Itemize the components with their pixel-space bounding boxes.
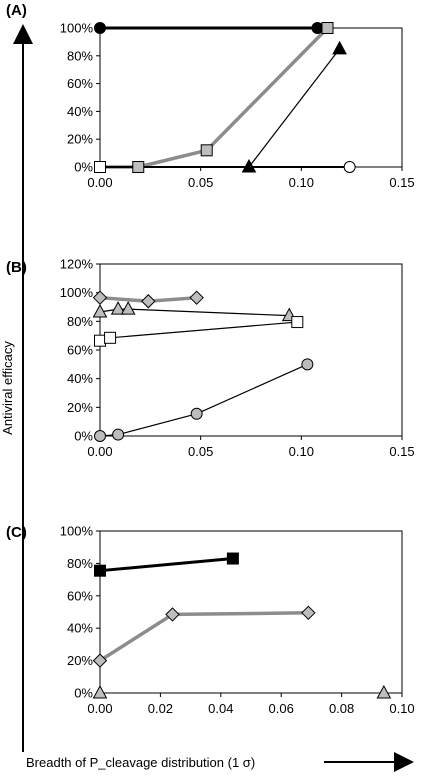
data-point-b-2: [92, 303, 108, 318]
y-tick-label: 100%: [60, 285, 94, 300]
x-tick-label: 0.10: [289, 175, 314, 190]
x-tick-label: 0.04: [208, 701, 233, 716]
y-tick-label: 40%: [67, 104, 93, 119]
data-point-c-1: [94, 564, 106, 577]
series-line-c-2: [99, 611, 309, 663]
data-point-b-3: [94, 334, 106, 347]
data-point-a-1: [94, 22, 106, 34]
plot-frame-a: [99, 27, 403, 168]
data-point-c-3: [376, 684, 392, 699]
y-tick-label: 40%: [67, 621, 93, 636]
x-tick-label: 0.05: [188, 175, 213, 190]
x-tick-label: 0.00: [87, 444, 112, 459]
data-point-b-3: [291, 316, 304, 329]
y-tick-label: 0%: [74, 429, 93, 444]
data-point-b-4: [190, 407, 203, 420]
y-tick-label: 80%: [67, 48, 93, 63]
x-tick-label: 0.06: [269, 701, 294, 716]
y-tick-label: 20%: [67, 400, 93, 415]
shared-x-label: Breadth of P_cleavage distribution (1 σ): [26, 755, 255, 770]
y-tick-label: 0%: [74, 686, 93, 701]
series-line-b-3: [99, 321, 298, 342]
data-point-a-4: [343, 161, 356, 173]
data-point-a-5: [94, 161, 106, 173]
data-point-a-2: [132, 161, 145, 173]
panel-c: (C) 0% 20% 40% 60% 80% 100% 0.00 0.02 0.04 0.06 0.0…: [6, 524, 415, 717]
x-tick-label: 0.10: [289, 444, 314, 459]
series-line-b-2: [99, 308, 290, 317]
data-point-c-1: [226, 552, 239, 565]
y-tick-label: 60%: [67, 76, 93, 91]
data-point-a-2: [321, 22, 334, 34]
data-point-b-3: [104, 331, 117, 344]
series-line-a-3: [248, 48, 341, 168]
y-tick-label: 60%: [67, 343, 93, 358]
x-tick-label: 0.05: [188, 444, 213, 459]
data-point-b-1: [92, 290, 108, 305]
panel-b: (B) 0% 20% 40% 60% 80% 100% 120% 0.00 0.05 0.10 0.1…: [6, 257, 415, 460]
data-point-b-4: [94, 430, 106, 442]
y-tick-label: 0%: [74, 160, 93, 175]
x-tick-label: 0.08: [329, 701, 354, 716]
data-point-b-2: [110, 301, 126, 315]
x-tick-label: 0.00: [87, 701, 112, 716]
series-line-a-2: [100, 26, 329, 169]
data-point-b-1: [189, 290, 204, 305]
y-tick-label: 20%: [67, 132, 93, 147]
y-tick-label: 60%: [67, 588, 93, 603]
series-line-b-4: [99, 363, 308, 437]
y-tick-label: 100%: [60, 21, 94, 36]
data-point-a-3: [332, 40, 347, 55]
x-tick-label: 0.10: [389, 701, 414, 716]
data-point-a-1: [311, 22, 324, 34]
x-tick-label: 0.15: [389, 175, 414, 190]
data-point-c-3: [92, 684, 108, 699]
y-tick-label: 80%: [67, 314, 93, 329]
data-point-c-2: [301, 605, 316, 621]
data-point-c-2: [165, 607, 180, 622]
data-point-c-2: [92, 653, 108, 668]
y-tick-label: 20%: [67, 653, 93, 668]
data-point-a-2: [200, 144, 213, 157]
y-tick-label: 40%: [67, 371, 93, 386]
y-tick-label: 80%: [67, 556, 93, 571]
x-tick-label: 0.02: [148, 701, 173, 716]
y-tick-label: 120%: [60, 257, 94, 272]
data-point-b-2: [120, 301, 136, 315]
plot-frame-b: [99, 263, 403, 437]
data-point-b-1: [141, 294, 156, 309]
series-line-c-1: [99, 557, 234, 573]
y-tick-label: 100%: [60, 524, 94, 539]
panel-label-b: (B): [6, 259, 27, 276]
x-tick-label: 0.15: [389, 444, 414, 459]
shared-y-label: Antiviral efficacy: [0, 341, 15, 435]
panel-label-c: (C): [6, 524, 27, 541]
data-point-b-4: [301, 358, 314, 371]
panel-label-a: (A): [6, 2, 27, 19]
plot-frame-c: [99, 530, 403, 694]
data-point-b-4: [112, 428, 125, 441]
panel-a: (A) 0% 20% 40% 60% 80% 100% 0.00 0.05 0.10 0.15: [6, 2, 415, 190]
x-tick-label: 0.00: [87, 175, 112, 190]
data-point-a-3: [241, 158, 257, 173]
